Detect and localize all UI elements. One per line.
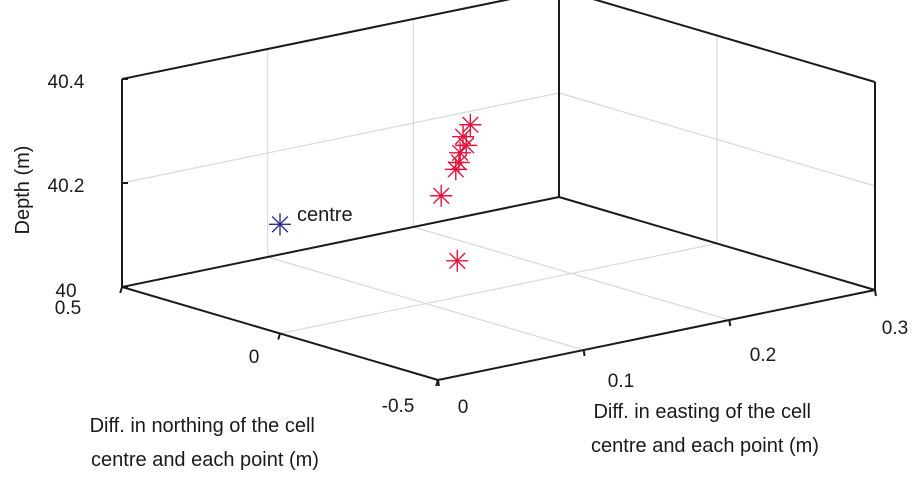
z-tick-label-3: 40.4 [48,72,85,93]
x-tick-label-4: 0.3 [882,318,908,339]
data-points [269,114,481,272]
centre-annotation: centre [297,204,353,226]
y-axis-label: Diff. in northing of the cell centre and… [90,415,321,471]
data-point-series-2-6 [445,158,467,180]
data-point-series-2-2 [452,126,474,148]
axis-tick [729,320,730,326]
back-wall-gridline-z [122,93,559,183]
data-point-series-2-5 [448,151,470,173]
y-axis-label-line-1: Diff. in northing of the cell [90,415,315,437]
axis-tick [875,290,876,296]
z-axis-label: Depth (m) [12,146,34,235]
data-point-series-2-8 [446,250,468,272]
data-point-series-2-7 [430,185,452,207]
axis-tick [584,350,585,356]
data-point-series-1-1 [269,213,291,235]
axis-tick [278,334,280,340]
y-tick-label-2: 0 [249,347,260,368]
x-axis-label-line-1: Diff. in easting of the cell [593,401,811,423]
x-tick-label-2: 0.1 [608,371,634,392]
axes-box [120,0,876,386]
grid [122,0,875,380]
x-tick-label-1: 0 [458,397,469,418]
y-tick-label-3: -0.5 [382,396,415,417]
y-axis-label-line-2: centre and each point (m) [91,449,319,471]
x-tick-label-3: 0.2 [750,345,776,366]
z-tick-label-2: 40.2 [48,176,85,197]
axis-tick [120,287,122,293]
x-axis-label-line-2: centre and each point (m) [591,435,819,457]
axis-tick [436,380,438,386]
x-axis-line [438,290,875,380]
back-wall-gridline-z [122,0,559,79]
box-edge [122,0,559,79]
x-axis-label: Diff. in easting of the cell centre and … [591,401,819,457]
y-tick-label-1: 0.5 [55,298,81,319]
floor-gridline-y [280,244,717,334]
